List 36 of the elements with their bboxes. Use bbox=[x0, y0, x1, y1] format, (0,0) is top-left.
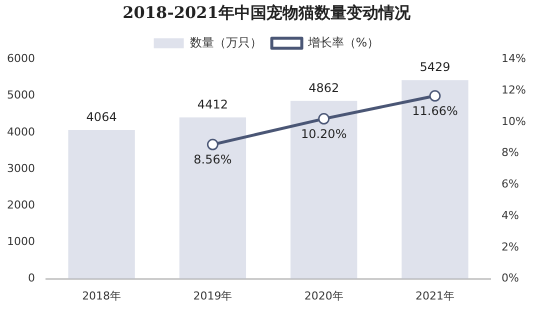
y2-tick-label: 12% bbox=[502, 83, 526, 96]
x-tick-label: 2018年 bbox=[82, 289, 122, 302]
y-tick-label: 5000 bbox=[6, 88, 35, 102]
data-label: 5429 bbox=[420, 60, 450, 74]
y-tick-label: 3000 bbox=[6, 162, 35, 175]
data-label: 8.56% bbox=[194, 152, 232, 167]
data-label: 4064 bbox=[86, 110, 117, 124]
chart-title: 2018-2021年中国宠物猫数量变动情况 bbox=[122, 2, 412, 22]
bar bbox=[68, 130, 135, 279]
legend-label: 增长率（%） bbox=[306, 35, 380, 50]
x-tick-label: 2021年 bbox=[415, 289, 454, 302]
y-tick-label: 6000 bbox=[6, 52, 35, 66]
point bbox=[206, 138, 218, 150]
y2-tick-label: 2% bbox=[502, 240, 520, 254]
x-tick-label: 2020年 bbox=[304, 289, 344, 302]
data-label: 4862 bbox=[308, 80, 340, 95]
y-tick-label: 4000 bbox=[6, 125, 35, 138]
y2-tick-label: 14% bbox=[502, 52, 526, 66]
data-label: 10.20% bbox=[300, 126, 347, 141]
bar bbox=[402, 80, 468, 279]
data-label: 4412 bbox=[197, 97, 228, 112]
x-tick-label: 2019年 bbox=[193, 289, 232, 302]
point bbox=[429, 90, 441, 102]
legend-label: 数量（万只） bbox=[190, 35, 262, 50]
y-tick-label: 0 bbox=[28, 272, 35, 285]
y2-tick-label: 6% bbox=[502, 178, 520, 191]
y2-tick-label: 8% bbox=[502, 146, 520, 160]
data-label: 11.66% bbox=[412, 104, 458, 118]
y2-tick-label: 10% bbox=[502, 114, 526, 128]
y2-tick-label: 0% bbox=[502, 272, 520, 285]
bar bbox=[290, 100, 358, 279]
bar bbox=[179, 117, 246, 279]
y2-tick-label: 4% bbox=[502, 208, 520, 222]
y-tick-label: 2000 bbox=[6, 198, 35, 212]
y-tick-label: 1000 bbox=[6, 235, 35, 248]
point bbox=[318, 113, 330, 125]
